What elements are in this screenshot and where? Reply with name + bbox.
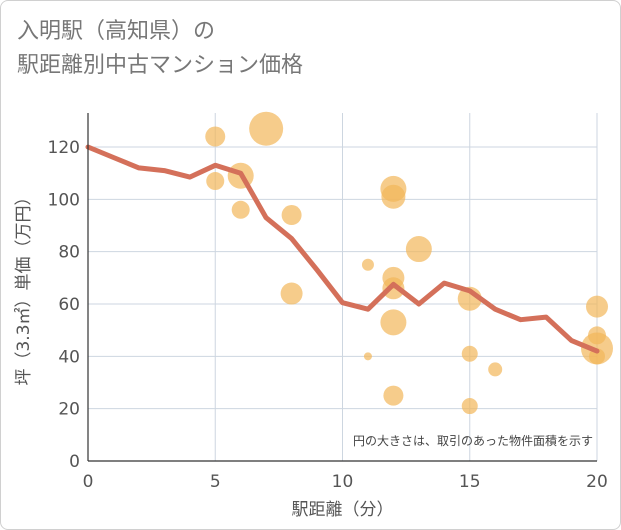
data-bubble [383,385,404,406]
data-bubble [249,111,284,146]
y-tick-label: 60 [58,295,80,315]
chart-title: 入明駅（高知県）の 駅距離別中古マンション価格 [17,15,303,83]
bubble-layer [205,111,613,415]
x-tick-label: 20 [586,472,608,492]
y-tick-label: 20 [58,400,80,420]
y-tick-label: 80 [58,243,80,263]
x-axis-label: 駅距離（分） [292,500,394,520]
data-bubble [380,309,407,336]
data-bubble [205,126,226,147]
grid-lines [88,113,598,461]
data-bubble [589,348,605,365]
data-bubble [363,352,372,361]
data-bubble [461,345,478,362]
tick-labels: 0 5 10 15 20 0 20 40 60 80 100 120 [48,138,608,492]
x-tick-label: 5 [210,472,221,492]
size-annotation: 円の大きさは、取引のあった物件面積を示す [353,433,593,448]
y-tick-label: 40 [58,347,80,367]
chart-title-line1: 入明駅（高知県）の [17,19,216,44]
data-bubble [361,258,374,271]
data-bubble [231,200,250,219]
y-tick-label: 0 [69,452,80,472]
data-bubble [488,362,503,377]
average-price-line [85,144,600,354]
chart-title-line2: 駅距離別中古マンション価格 [17,53,304,78]
y-axis-label: 坪（3.3㎡）単価（万円） [14,188,34,385]
data-bubble [280,282,303,305]
y-tick-label: 120 [48,138,80,158]
axes [87,113,597,462]
x-tick-label: 15 [459,472,481,492]
data-bubble [206,172,225,191]
y-tick-label: 100 [48,190,80,210]
data-bubble [405,236,432,263]
data-bubble [381,184,406,209]
x-tick-label: 10 [332,472,354,492]
data-bubble [461,398,478,415]
x-tick-label: 0 [83,472,94,492]
data-bubble [281,205,302,226]
data-bubble [382,277,405,300]
data-bubble [586,295,608,318]
